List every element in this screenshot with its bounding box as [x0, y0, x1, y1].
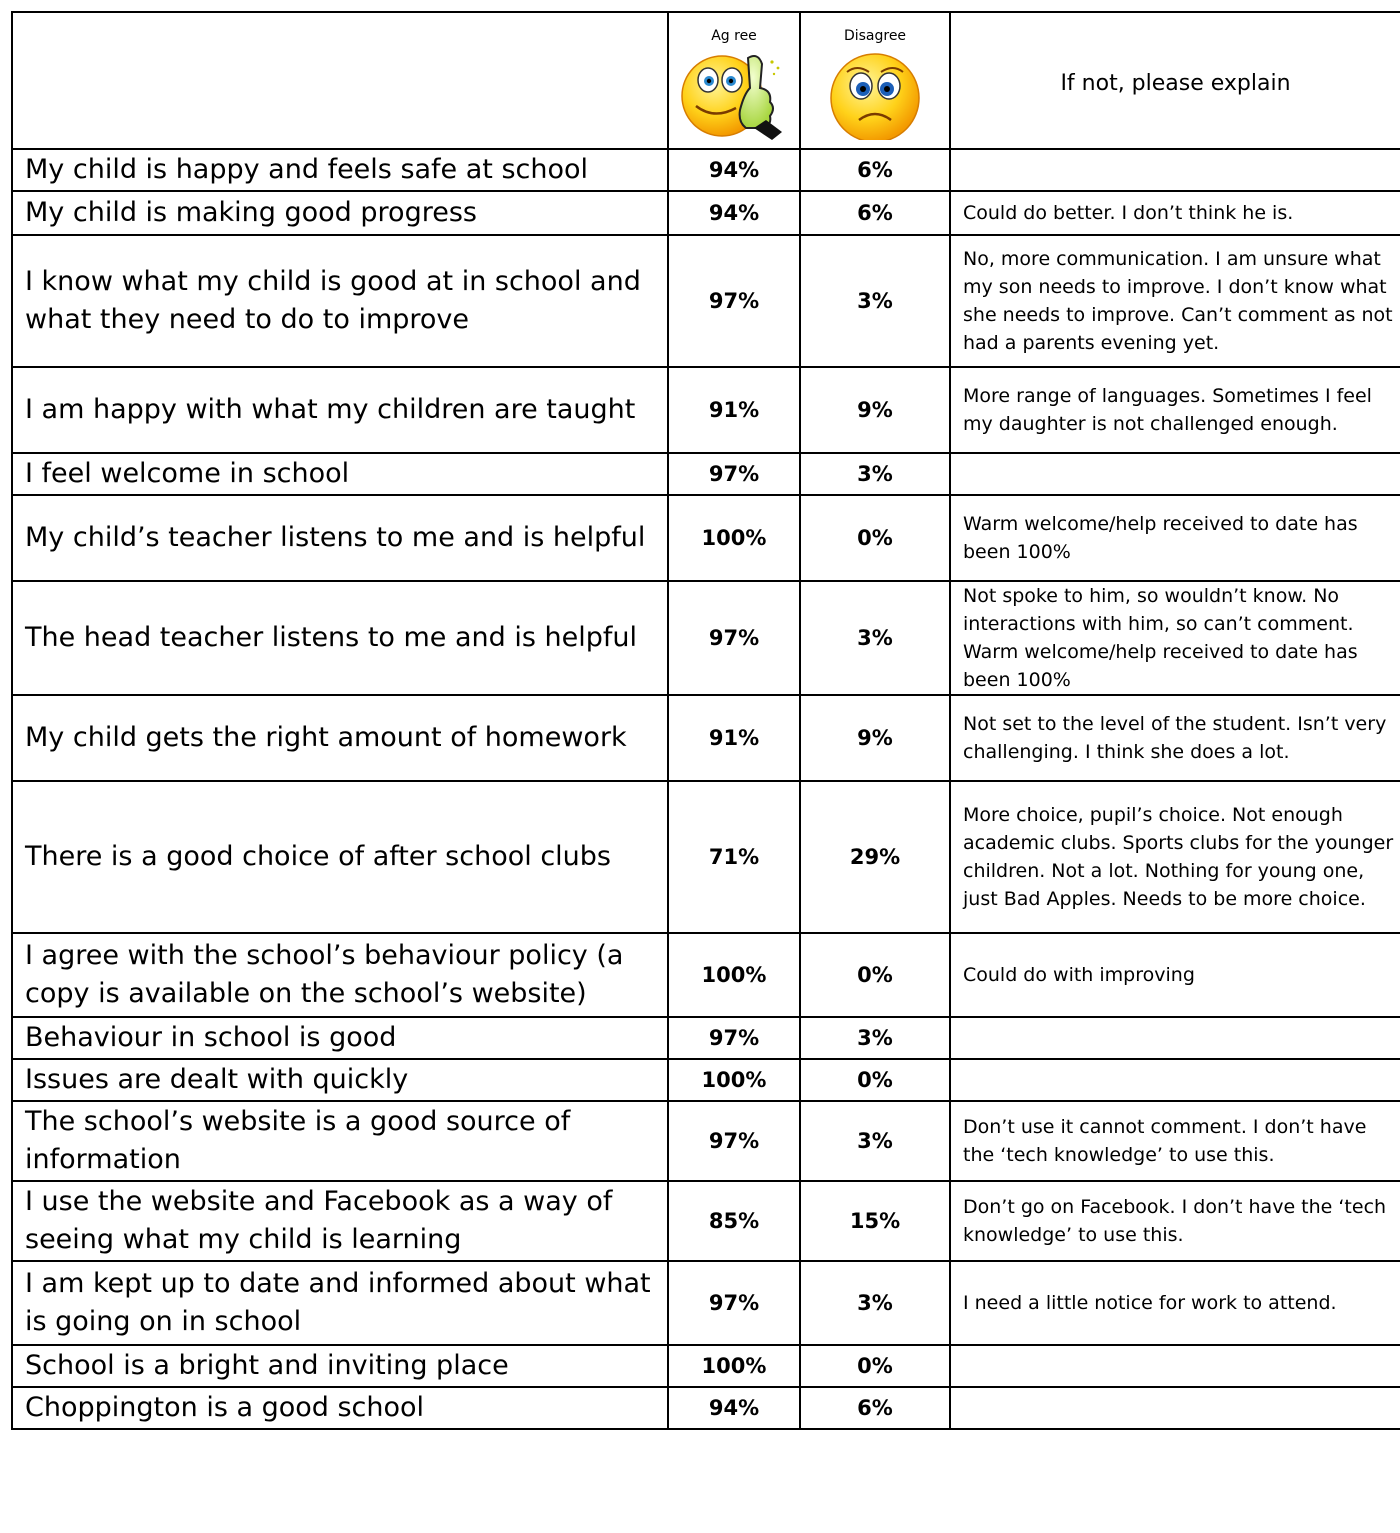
comment-cell: More range of languages. Sometimes I fee…	[949, 366, 1400, 454]
agree-percent: 91%	[667, 694, 801, 782]
table-row: My child gets the right amount of homewo…	[11, 694, 1400, 782]
agree-percent: 94%	[667, 148, 801, 192]
disagree-header-cell: Disagree	[799, 11, 951, 150]
sad-face-icon	[830, 52, 920, 140]
agree-percent: 94%	[667, 190, 801, 236]
disagree-percent: 3%	[799, 234, 951, 368]
disagree-percent: 3%	[799, 1016, 951, 1060]
table-row: I am kept up to date and informed about …	[11, 1260, 1400, 1346]
table-row: I use the website and Facebook as a way …	[11, 1180, 1400, 1262]
question-cell: School is a bright and inviting place	[11, 1344, 669, 1388]
disagree-percent: 15%	[799, 1180, 951, 1262]
explain-header-cell: If not, please explain	[949, 11, 1400, 150]
header-row: Ag ree	[11, 11, 1400, 150]
comment-cell: More choice, pupil’s choice. Not enough …	[949, 780, 1400, 934]
agree-percent: 71%	[667, 780, 801, 934]
table-row: I feel welcome in school 97% 3%	[11, 452, 1400, 496]
table-row: My child is happy and feels safe at scho…	[11, 148, 1400, 192]
disagree-percent: 0%	[799, 494, 951, 582]
comment-cell	[949, 1016, 1400, 1060]
table-row: My child is making good progress 94% 6% Cou…	[11, 190, 1400, 236]
survey-table: Ag ree	[11, 11, 1400, 1430]
disagree-percent: 0%	[799, 1344, 951, 1388]
table-row: Behaviour in school is good 97% 3%	[11, 1016, 1400, 1060]
comment-cell: No, more communication. I am unsure what…	[949, 234, 1400, 368]
disagree-header-label: Disagree	[843, 27, 907, 44]
question-cell: Behaviour in school is good	[11, 1016, 669, 1060]
question-cell: I use the website and Facebook as a way …	[11, 1180, 669, 1262]
question-cell: The school’s website is a good source of…	[11, 1100, 669, 1182]
table-row: School is a bright and inviting place 100…	[11, 1344, 1400, 1388]
table-row: The school’s website is a good source of…	[11, 1100, 1400, 1182]
question-cell: My child is happy and feels safe at scho…	[11, 148, 669, 192]
question-cell: My child gets the right amount of homewo…	[11, 694, 669, 782]
disagree-percent: 3%	[799, 580, 951, 696]
question-cell: Choppington is a good school	[11, 1386, 669, 1430]
question-cell: The head teacher listens to me and is he…	[11, 580, 669, 696]
thumbs-up-smiley-icon	[681, 54, 782, 140]
question-cell: I feel welcome in school	[11, 452, 669, 496]
disagree-percent: 0%	[799, 1058, 951, 1102]
disagree-percent: 9%	[799, 366, 951, 454]
header-blank-cell	[11, 11, 669, 150]
question-cell: I agree with the school’s behaviour poli…	[11, 932, 669, 1018]
comment-cell: Could do with improving	[949, 932, 1400, 1018]
table-row: There is a good choice of after school c…	[11, 780, 1400, 934]
agree-header-label: Ag ree	[711, 27, 757, 44]
agree-percent: 97%	[667, 234, 801, 368]
comment-cell	[949, 148, 1400, 192]
explain-header-label: If not, please explain	[1060, 71, 1291, 96]
comment-cell	[949, 1386, 1400, 1430]
disagree-percent: 6%	[799, 1386, 951, 1430]
disagree-percent: 6%	[799, 148, 951, 192]
agree-percent: 100%	[667, 1058, 801, 1102]
table-row: My child’s teacher listens to me and is …	[11, 494, 1400, 582]
agree-percent: 97%	[667, 1100, 801, 1182]
comment-cell: Not spoke to him, so wouldn’t know. No i…	[949, 580, 1400, 696]
agree-percent: 97%	[667, 1016, 801, 1060]
table-row: The head teacher listens to me and is he…	[11, 580, 1400, 696]
agree-percent: 97%	[667, 452, 801, 496]
question-cell: I know what my child is good at in schoo…	[11, 234, 669, 368]
disagree-percent: 3%	[799, 1100, 951, 1182]
agree-percent: 97%	[667, 580, 801, 696]
table-row: I agree with the school’s behaviour poli…	[11, 932, 1400, 1018]
comment-cell: Warm welcome/help received to date has b…	[949, 494, 1400, 582]
agree-percent: 94%	[667, 1386, 801, 1430]
disagree-percent: 3%	[799, 452, 951, 496]
agree-percent: 100%	[667, 1344, 801, 1388]
table-row: I know what my child is good at in schoo…	[11, 234, 1400, 368]
agree-percent: 100%	[667, 494, 801, 582]
agree-percent: 91%	[667, 366, 801, 454]
question-cell: My child is making good progress	[11, 190, 669, 236]
disagree-percent: 9%	[799, 694, 951, 782]
agree-header-cell: Ag ree	[667, 11, 801, 150]
disagree-percent: 29%	[799, 780, 951, 934]
comment-cell	[949, 452, 1400, 496]
comment-cell: Don’t go on Facebook. I don’t have the ‘…	[949, 1180, 1400, 1262]
table-row: I am happy with what my children are tau…	[11, 366, 1400, 454]
disagree-percent: 6%	[799, 190, 951, 236]
question-cell: My child’s teacher listens to me and is …	[11, 494, 669, 582]
comment-cell	[949, 1344, 1400, 1388]
question-cell: I am happy with what my children are tau…	[11, 366, 669, 454]
disagree-percent: 0%	[799, 932, 951, 1018]
agree-percent: 85%	[667, 1180, 801, 1262]
agree-percent: 100%	[667, 932, 801, 1018]
comment-cell	[949, 1058, 1400, 1102]
comment-cell: I need a little notice for work to atten…	[949, 1260, 1400, 1346]
table-row: Issues are dealt with quickly 100% 0%	[11, 1058, 1400, 1102]
comment-cell: Not set to the level of the student. Isn…	[949, 694, 1400, 782]
question-cell: Issues are dealt with quickly	[11, 1058, 669, 1102]
agree-percent: 97%	[667, 1260, 801, 1346]
question-cell: There is a good choice of after school c…	[11, 780, 669, 934]
table-row: Choppington is a good school 94% 6%	[11, 1386, 1400, 1430]
comment-cell: Don’t use it cannot comment. I don’t hav…	[949, 1100, 1400, 1182]
disagree-percent: 3%	[799, 1260, 951, 1346]
comment-cell: Could do better. I don’t think he is.	[949, 190, 1400, 236]
question-cell: I am kept up to date and informed about …	[11, 1260, 669, 1346]
